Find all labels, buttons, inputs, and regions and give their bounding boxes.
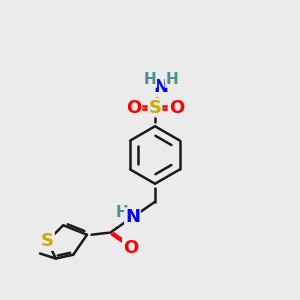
Text: O: O (123, 239, 138, 257)
Text: O: O (169, 98, 184, 116)
Text: H: H (144, 72, 156, 87)
Text: H: H (116, 205, 129, 220)
Text: S: S (148, 98, 161, 116)
Text: N: N (125, 208, 140, 226)
Text: N: N (154, 79, 169, 97)
Text: O: O (126, 98, 141, 116)
Text: H: H (165, 72, 178, 87)
Text: S: S (41, 232, 54, 250)
